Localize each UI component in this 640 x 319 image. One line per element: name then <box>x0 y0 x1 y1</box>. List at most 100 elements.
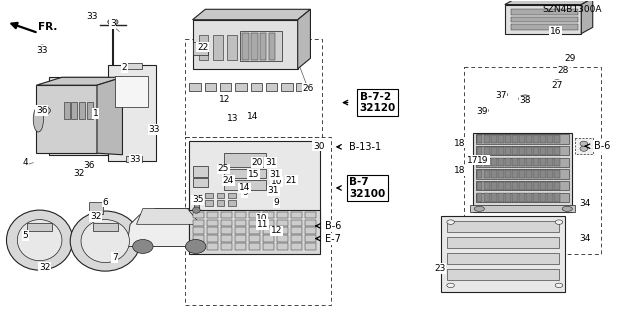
Bar <box>477 193 483 202</box>
Text: 24: 24 <box>223 176 234 185</box>
Bar <box>464 67 601 254</box>
Text: 16: 16 <box>550 27 561 36</box>
Bar <box>506 135 511 143</box>
Ellipse shape <box>193 207 200 213</box>
Ellipse shape <box>92 212 100 217</box>
Bar <box>447 221 559 232</box>
Ellipse shape <box>108 19 118 25</box>
Bar <box>477 146 483 155</box>
Text: 29: 29 <box>564 54 576 63</box>
Polygon shape <box>298 9 310 69</box>
Bar <box>492 182 497 190</box>
Bar <box>221 235 232 242</box>
Bar <box>505 4 581 33</box>
Bar <box>115 76 148 107</box>
Polygon shape <box>36 77 122 85</box>
Bar <box>540 193 545 202</box>
Ellipse shape <box>37 45 47 51</box>
Bar <box>262 243 274 250</box>
Bar <box>540 170 545 178</box>
Bar <box>207 227 218 234</box>
Bar <box>205 83 216 91</box>
Bar <box>492 135 497 143</box>
Bar <box>499 193 504 202</box>
Text: 26: 26 <box>303 84 314 93</box>
Bar <box>547 170 552 178</box>
Bar <box>476 146 568 155</box>
Bar <box>492 193 497 202</box>
Bar <box>217 200 225 206</box>
Bar <box>221 219 232 226</box>
Bar <box>305 243 316 250</box>
Bar <box>228 200 236 206</box>
Bar <box>228 193 236 198</box>
Bar <box>243 33 248 60</box>
Bar <box>520 170 525 178</box>
Text: 27: 27 <box>551 81 563 90</box>
Bar <box>64 102 70 119</box>
Ellipse shape <box>562 206 572 211</box>
Bar <box>513 158 518 167</box>
Bar <box>193 212 204 218</box>
Bar <box>266 83 277 91</box>
Bar <box>520 193 525 202</box>
Ellipse shape <box>40 263 49 268</box>
Bar <box>554 135 559 143</box>
Bar <box>476 181 568 190</box>
Bar <box>527 158 532 167</box>
Bar <box>484 158 490 167</box>
Bar <box>520 158 525 167</box>
Bar <box>205 200 213 206</box>
Text: 34: 34 <box>579 199 591 208</box>
Text: B-13-1: B-13-1 <box>349 142 381 152</box>
Bar <box>125 156 141 162</box>
Bar <box>72 102 77 119</box>
Bar <box>189 83 201 91</box>
Bar <box>49 77 122 155</box>
Bar <box>27 223 52 231</box>
Bar <box>540 146 545 155</box>
Text: 14: 14 <box>239 183 250 192</box>
Bar <box>193 166 209 177</box>
Ellipse shape <box>580 141 588 146</box>
Bar <box>262 212 274 218</box>
Bar <box>291 227 302 234</box>
Bar <box>506 182 511 190</box>
Bar <box>527 170 532 178</box>
Bar <box>220 83 232 91</box>
Bar <box>447 253 559 264</box>
Bar <box>205 193 213 198</box>
Bar <box>527 193 532 202</box>
Ellipse shape <box>558 66 568 72</box>
Ellipse shape <box>38 107 51 114</box>
Bar <box>248 243 260 250</box>
Bar <box>540 182 545 190</box>
Bar <box>484 146 490 155</box>
Text: 9: 9 <box>242 188 248 197</box>
Polygon shape <box>136 209 200 224</box>
Text: 21: 21 <box>285 175 297 185</box>
Ellipse shape <box>447 283 454 287</box>
Bar <box>554 182 559 190</box>
Text: B-6: B-6 <box>325 221 342 231</box>
Text: 31: 31 <box>265 158 276 167</box>
Ellipse shape <box>75 169 84 175</box>
Bar <box>520 146 525 155</box>
Text: 33: 33 <box>36 46 48 55</box>
Bar <box>248 219 260 226</box>
Text: 35: 35 <box>192 196 204 204</box>
Bar <box>520 135 525 143</box>
Bar <box>547 182 552 190</box>
Bar <box>305 212 316 218</box>
Text: 14: 14 <box>248 112 259 121</box>
Bar <box>447 237 559 248</box>
Bar <box>250 83 262 91</box>
Text: B-7-2
32120: B-7-2 32120 <box>360 92 396 113</box>
Text: 1: 1 <box>93 109 99 118</box>
Ellipse shape <box>555 283 563 287</box>
Text: 10: 10 <box>256 214 268 223</box>
Bar <box>93 223 118 231</box>
Text: 5: 5 <box>23 231 28 240</box>
Text: 3: 3 <box>110 19 116 28</box>
Bar <box>554 193 559 202</box>
